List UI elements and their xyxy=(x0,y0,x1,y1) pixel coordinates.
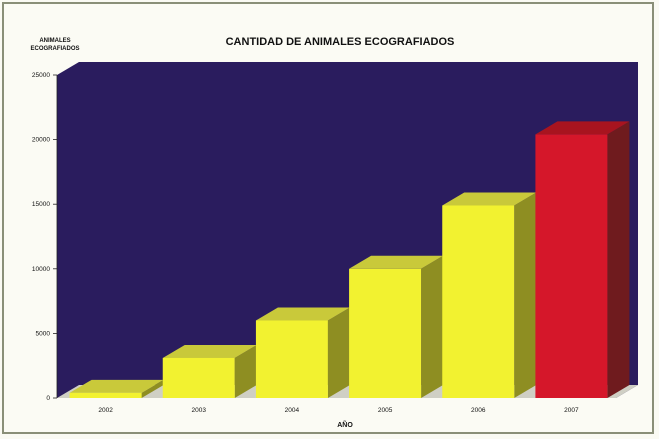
bar-top xyxy=(442,192,537,206)
y-tick-label: 5000 xyxy=(36,330,51,337)
bar-2002 xyxy=(69,379,164,398)
bar-2007 xyxy=(535,121,630,398)
bar-2006 xyxy=(442,192,537,398)
y-tick-label: 25000 xyxy=(32,72,50,79)
bar-side xyxy=(327,307,350,398)
bar-top xyxy=(535,121,630,135)
y-tick-label: 10000 xyxy=(32,266,50,273)
bar-top xyxy=(349,255,444,269)
bar-front xyxy=(69,392,142,398)
x-tick-label: 2006 xyxy=(471,407,486,414)
x-tick-label: 2002 xyxy=(98,407,113,414)
bar-top xyxy=(255,307,350,321)
bar-2004 xyxy=(255,307,350,398)
y-tick-label: 20000 xyxy=(32,137,50,144)
bar-2003 xyxy=(162,344,257,398)
bar-top xyxy=(162,344,257,358)
bar-front xyxy=(349,268,422,398)
bar-2005 xyxy=(349,255,444,398)
bar-side xyxy=(141,379,164,398)
bar-front xyxy=(535,134,608,398)
x-axis-label: AÑO xyxy=(337,420,353,429)
bar-front xyxy=(442,205,515,398)
bar-side xyxy=(514,192,537,398)
chart-title: CANTIDAD DE ANIMALES ECOGRAFIADOS xyxy=(226,36,455,48)
bar-front xyxy=(162,357,235,398)
bar-side xyxy=(234,344,257,398)
x-tick-label: 2004 xyxy=(285,407,300,414)
y-axis-label-line-2: ECOGRAFIADOS xyxy=(30,46,79,52)
y-tick-label: 15000 xyxy=(32,201,50,208)
bar-front xyxy=(255,320,328,398)
bar-top xyxy=(69,379,164,393)
bar-side xyxy=(607,121,630,398)
y-tick-label: 0 xyxy=(46,395,50,402)
y-axis-label-line-1: ANIMALES xyxy=(39,38,70,44)
x-tick-label: 2007 xyxy=(564,407,579,414)
x-tick-label: 2005 xyxy=(378,407,393,414)
bar-side xyxy=(421,255,444,398)
x-tick-label: 2003 xyxy=(192,407,207,414)
